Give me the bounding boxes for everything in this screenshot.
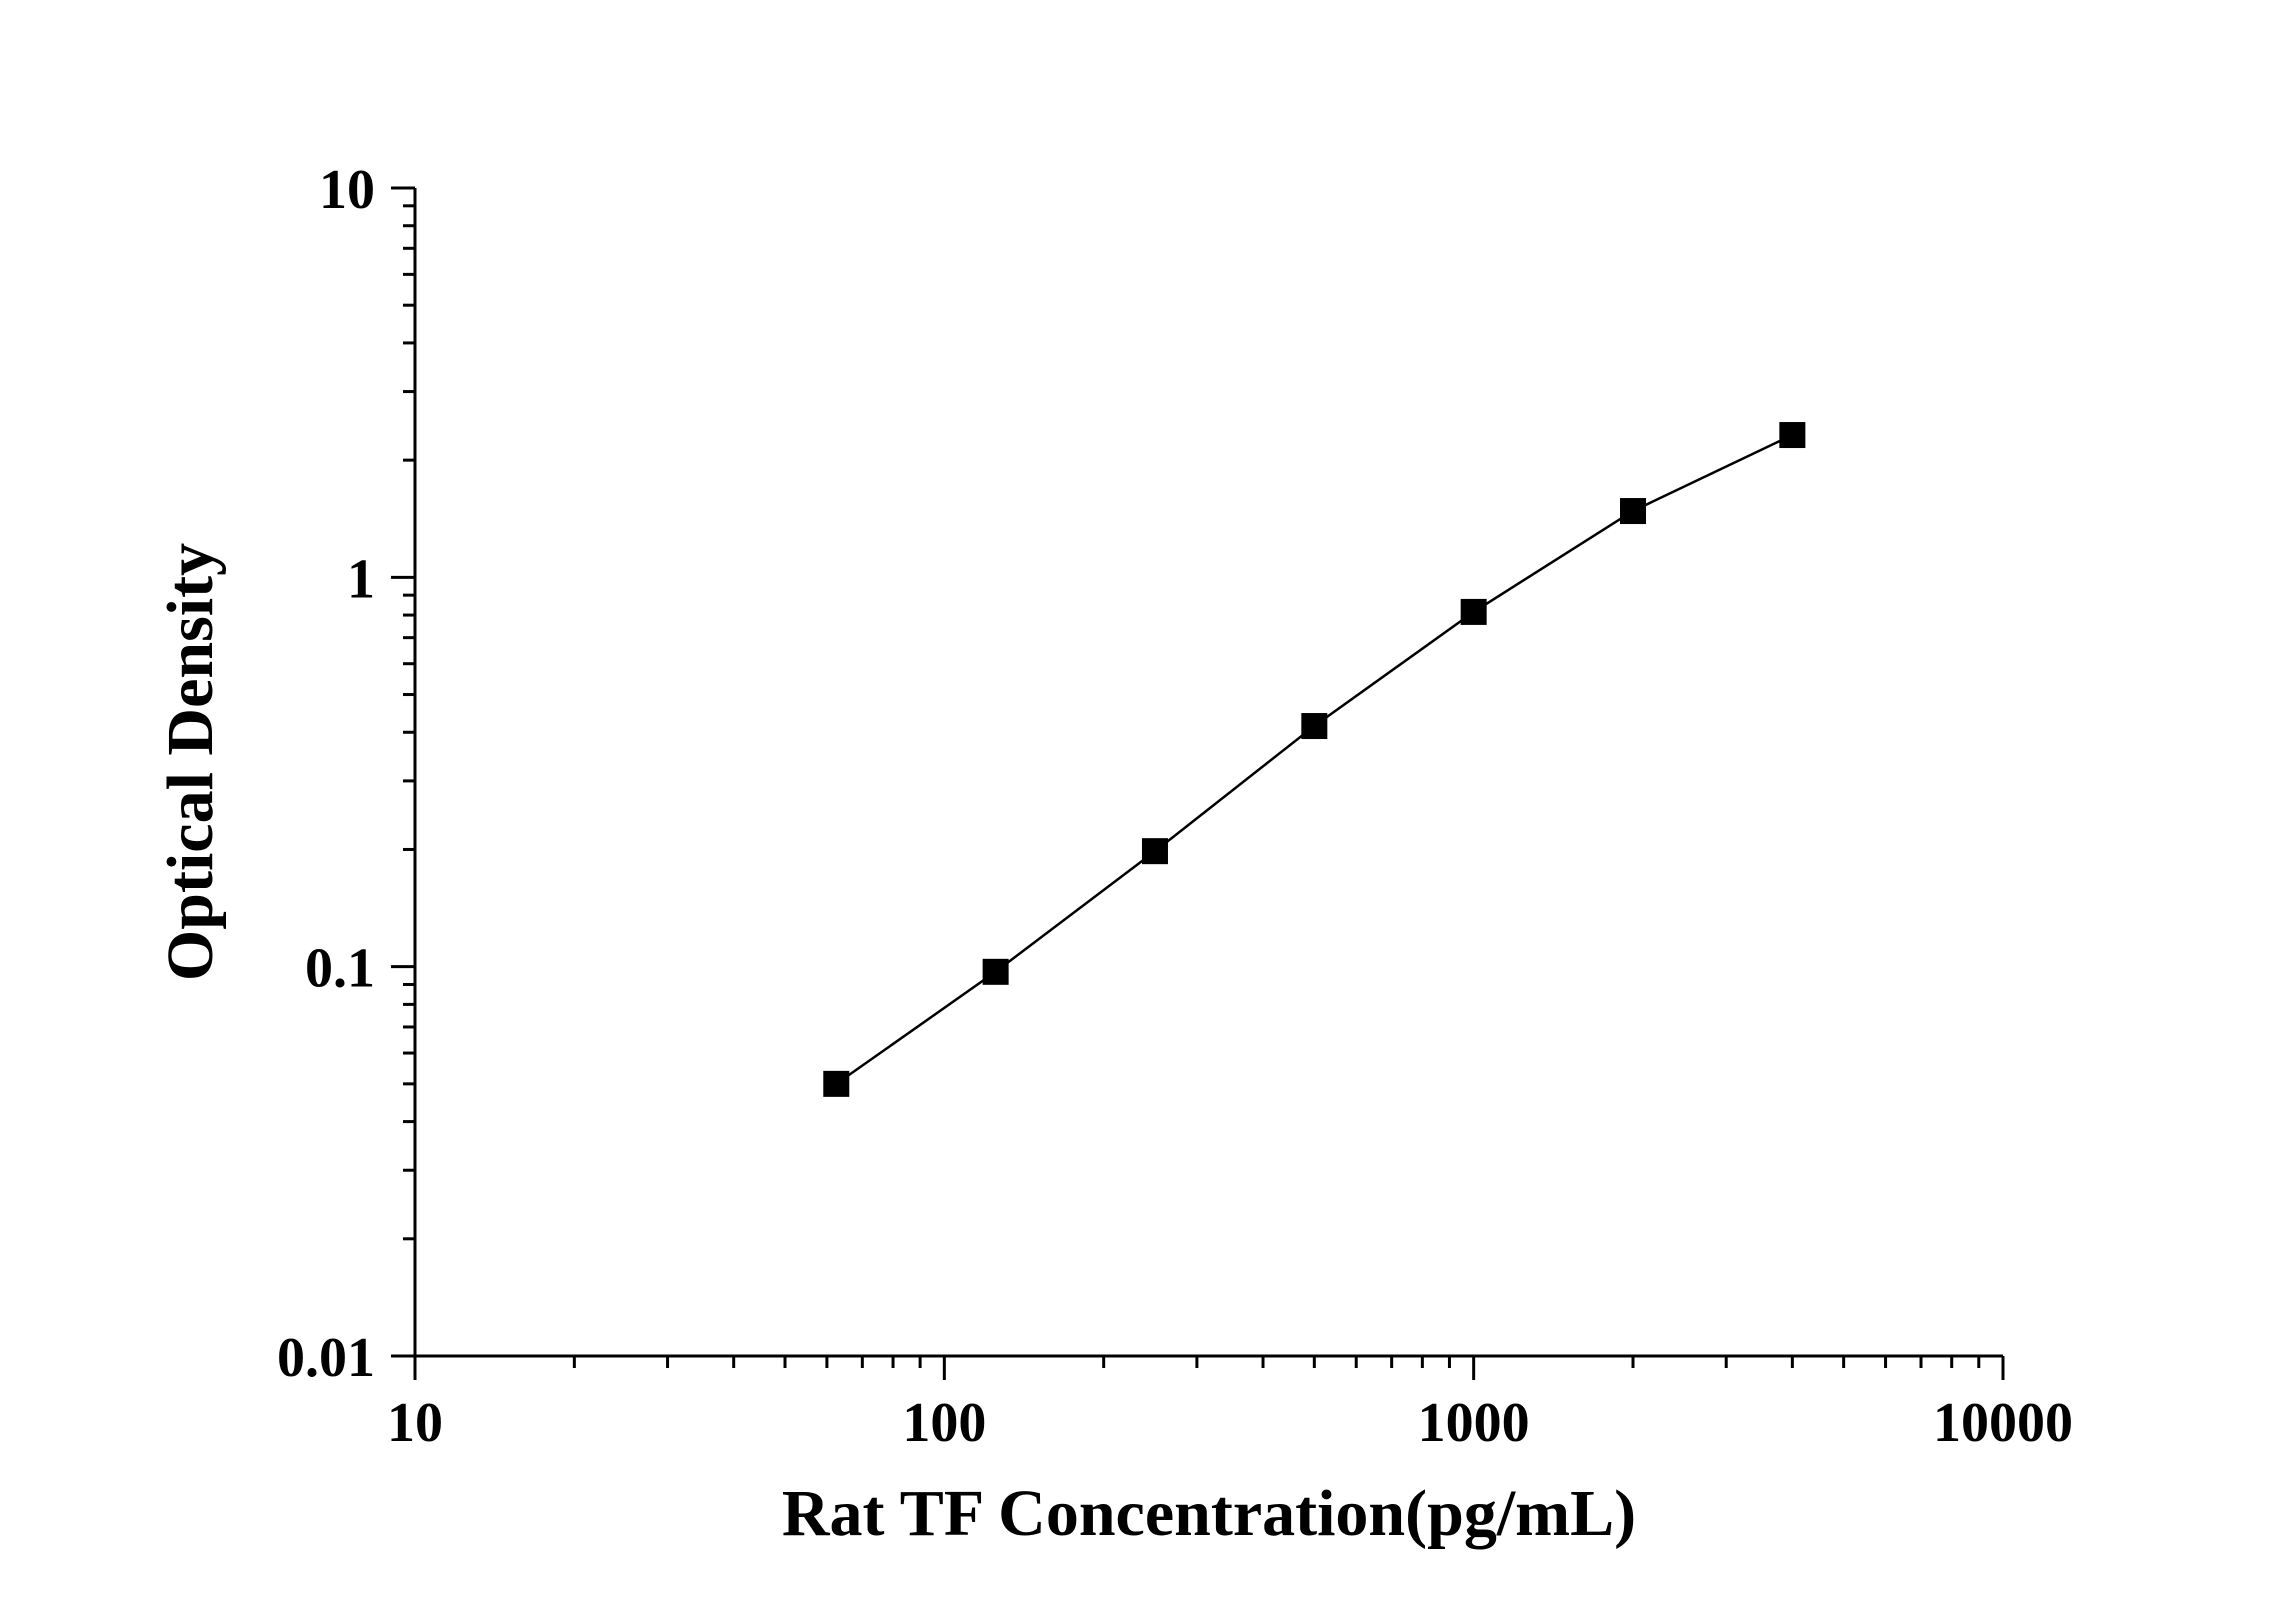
x-tick-label: 10000 <box>1933 1392 2073 1454</box>
data-point <box>1141 838 1168 865</box>
x-tick-label: 100 <box>902 1392 986 1454</box>
y-tick-label: 0.1 <box>305 938 375 1000</box>
tick-labels: 10 100 1000 10000 0.01 0.1 1 10 <box>277 159 2073 1454</box>
data-point <box>982 958 1009 985</box>
series-line <box>835 433 1793 1085</box>
y-axis-title: Optical Density <box>154 543 227 981</box>
ticks <box>391 186 2005 1380</box>
data-point <box>1779 422 1806 449</box>
axes <box>413 188 2003 1358</box>
y-tick-label: 10 <box>319 159 375 221</box>
data-point <box>1301 713 1328 740</box>
x-tick-label: 10 <box>387 1392 443 1454</box>
series <box>823 422 1806 1097</box>
data-point <box>823 1070 850 1097</box>
y-tick-label: 1 <box>347 548 375 610</box>
data-point <box>1460 598 1487 625</box>
data-point <box>1620 498 1647 525</box>
x-axis-title: Rat TF Concentration(pg/mL) <box>782 1477 1636 1550</box>
y-tick-label: 0.01 <box>277 1327 375 1389</box>
x-tick-label: 1000 <box>1418 1392 1530 1454</box>
